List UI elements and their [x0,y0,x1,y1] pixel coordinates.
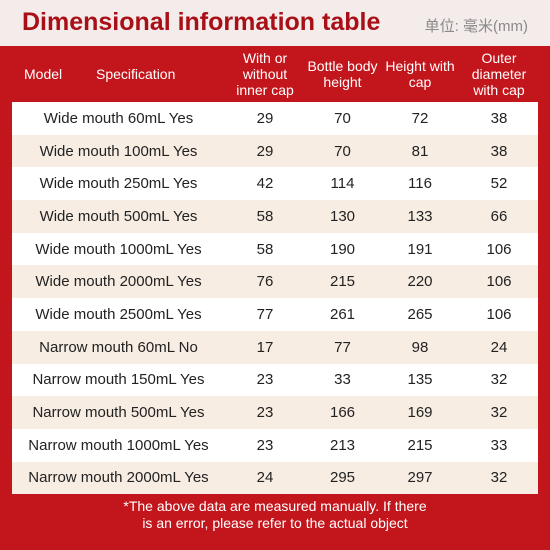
table-row: Narrow mouth 1000mL Yes 23 213 215 33 [12,428,538,462]
value-cell: 77 [305,330,380,364]
value-cell: 32 [460,396,538,429]
value-cell: 130 [305,200,380,233]
unit-label: 单位: 毫米(mm) [424,18,528,35]
column-header: Height with cap [380,46,460,102]
value-cell: 135 [380,363,460,397]
value-cell: 29 [225,134,305,168]
spec-cell: Wide mouth 2500mL Yes [12,298,225,331]
value-cell: 70 [305,134,380,168]
value-cell: 33 [460,428,538,462]
value-cell: 24 [225,461,305,495]
spec-cell: Narrow mouth 500mL Yes [12,396,225,429]
table-row: Wide mouth 250mL Yes 42 114 116 52 [12,167,538,201]
value-cell: 265 [380,298,460,331]
spec-cell: Wide mouth 250mL Yes [12,167,225,201]
value-cell: 33 [305,363,380,397]
table-row: Wide mouth 500mL Yes 58 130 133 66 [12,200,538,233]
dimension-table: Model Specification With or without inner … [12,46,538,495]
column-header: Outer diameter with cap [460,46,538,102]
value-cell: 23 [225,396,305,429]
table-row: Wide mouth 2500mL Yes 77 261 265 106 [12,298,538,331]
value-cell: 52 [460,167,538,201]
spec-cell: Wide mouth 60mL Yes [12,102,225,135]
table-row: Narrow mouth 60mL No 17 77 98 24 [12,330,538,364]
value-cell: 220 [380,265,460,299]
spec-cell: Narrow mouth 1000mL Yes [12,428,225,462]
table-row: Wide mouth 60mL Yes 29 70 72 38 [12,102,538,135]
value-cell: 215 [380,428,460,462]
column-header: Bottle body height [305,46,380,102]
spec-cell: Narrow mouth 150mL Yes [12,363,225,397]
value-cell: 116 [380,167,460,201]
table-row: Narrow mouth 150mL Yes 23 33 135 32 [12,363,538,397]
value-cell: 106 [460,232,538,266]
value-cell: 58 [225,200,305,233]
value-cell: 32 [460,363,538,397]
table-row: Narrow mouth 500mL Yes 23 166 169 32 [12,396,538,429]
value-cell: 32 [460,461,538,495]
value-cell: 169 [380,396,460,429]
title-band: Dimensional information table 单位: 毫米(mm) [0,0,550,46]
value-cell: 38 [460,134,538,168]
value-cell: 70 [305,102,380,135]
value-cell: 58 [225,232,305,266]
value-cell: 297 [380,461,460,495]
title: Dimensional information table [22,8,381,36]
value-cell: 133 [380,200,460,233]
spec-cell: Wide mouth 100mL Yes [12,134,225,168]
value-cell: 106 [460,265,538,299]
value-cell: 76 [225,265,305,299]
value-cell: 24 [460,330,538,364]
value-cell: 23 [225,428,305,462]
value-cell: 114 [305,167,380,201]
table-row: Wide mouth 1000mL Yes 58 190 191 106 [12,232,538,266]
value-cell: 261 [305,298,380,331]
value-cell: 17 [225,330,305,364]
value-cell: 42 [225,167,305,201]
note-text: *The above data are measured manually. I… [123,498,427,531]
header-row: Model Specification With or without inner … [12,46,538,102]
spec-cell: Wide mouth 1000mL Yes [12,232,225,266]
spec-cell: Wide mouth 500mL Yes [12,200,225,233]
value-cell: 191 [380,232,460,266]
value-cell: 66 [460,200,538,233]
spec-cell: Wide mouth 2000mL Yes [12,265,225,299]
value-cell: 81 [380,134,460,168]
column-header: Model [12,46,70,102]
value-cell: 72 [380,102,460,135]
table-body: Wide mouth 60mL Yes 29 70 72 38 Wide mouth 10… [12,102,538,495]
value-cell: 77 [225,298,305,331]
value-cell: 213 [305,428,380,462]
table-row: Narrow mouth 2000mL Yes 24 295 297 32 [12,461,538,495]
spec-cell: Narrow mouth 2000mL Yes [12,461,225,495]
value-cell: 190 [305,232,380,266]
table-row: Wide mouth 2000mL Yes 76 215 220 106 [12,265,538,299]
value-cell: 166 [305,396,380,429]
column-header: With or without inner cap [225,46,305,102]
value-cell: 23 [225,363,305,397]
value-cell: 38 [460,102,538,135]
column-header: Specification [70,46,225,102]
value-cell: 295 [305,461,380,495]
footer-note: *The above data are measured manually. I… [0,498,550,532]
table-row: Wide mouth 100mL Yes 29 70 81 38 [12,134,538,168]
value-cell: 106 [460,298,538,331]
value-cell: 215 [305,265,380,299]
spec-cell: Narrow mouth 60mL No [12,330,225,364]
value-cell: 29 [225,102,305,135]
value-cell: 98 [380,330,460,364]
